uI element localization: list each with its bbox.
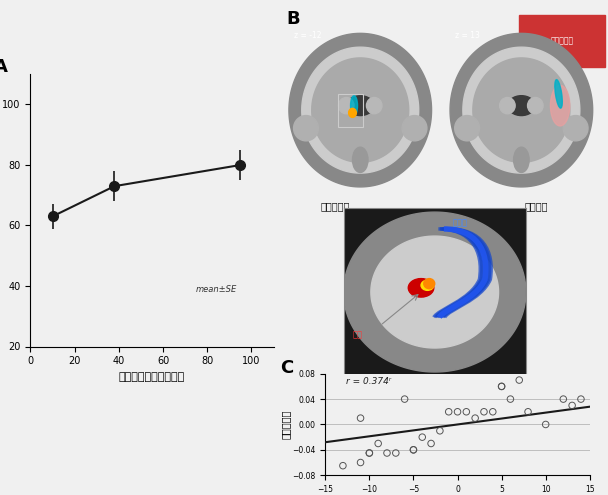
Text: r = 0.374ʳ: r = 0.374ʳ (347, 377, 392, 386)
Point (365, 449, 375, 457)
Point (452, 408, 462, 416)
Point (471, 414, 480, 422)
Text: z = -12: z = -12 (294, 31, 322, 40)
Ellipse shape (347, 96, 374, 115)
Point (417, 433, 427, 441)
Ellipse shape (555, 80, 562, 108)
Point (426, 440, 436, 447)
Point (373, 440, 383, 447)
FancyBboxPatch shape (519, 14, 605, 67)
Polygon shape (473, 58, 570, 162)
Polygon shape (463, 47, 580, 173)
Point (479, 408, 489, 416)
Y-axis label: 拡散異方性: 拡散異方性 (281, 410, 291, 439)
Text: 赤核: 赤核 (353, 330, 362, 339)
Point (356, 414, 365, 422)
Point (497, 383, 506, 391)
Ellipse shape (514, 147, 529, 172)
Point (382, 449, 392, 457)
Polygon shape (450, 33, 593, 187)
Text: C: C (280, 358, 294, 377)
Text: z = 13: z = 13 (455, 31, 480, 40)
Ellipse shape (351, 96, 358, 115)
Point (558, 395, 568, 403)
Point (567, 401, 577, 409)
Text: A: A (0, 58, 8, 76)
Point (497, 383, 506, 391)
Point (338, 462, 348, 470)
Point (391, 449, 401, 457)
Ellipse shape (528, 98, 543, 114)
Point (409, 446, 418, 454)
Point (435, 427, 444, 435)
Ellipse shape (550, 85, 570, 126)
Point (356, 458, 365, 466)
Text: mean±SE: mean±SE (196, 285, 237, 294)
Ellipse shape (294, 115, 319, 141)
Point (541, 421, 550, 429)
Point (514, 376, 524, 384)
Circle shape (348, 108, 356, 117)
Polygon shape (312, 58, 409, 162)
Text: 病変同側: 病変同側 (524, 201, 548, 211)
Ellipse shape (500, 98, 515, 114)
Ellipse shape (409, 279, 434, 297)
Polygon shape (289, 33, 432, 187)
Text: 病変反対側: 病変反対側 (321, 201, 350, 211)
Text: 集体路: 集体路 (453, 218, 468, 227)
Text: 脳棘屏部位: 脳棘屏部位 (550, 37, 573, 46)
Ellipse shape (339, 98, 354, 114)
Polygon shape (302, 47, 419, 173)
Ellipse shape (563, 115, 588, 141)
Ellipse shape (508, 96, 535, 115)
Ellipse shape (455, 115, 480, 141)
Point (399, 395, 409, 403)
Point (444, 408, 454, 416)
Point (523, 408, 533, 416)
Polygon shape (344, 212, 526, 372)
Circle shape (424, 279, 435, 289)
Text: B: B (286, 10, 300, 28)
Point (409, 446, 418, 454)
Point (505, 395, 515, 403)
Point (488, 408, 497, 416)
Ellipse shape (421, 280, 434, 291)
Ellipse shape (353, 147, 368, 172)
Point (576, 395, 586, 403)
Ellipse shape (367, 98, 382, 114)
X-axis label: 発症後経過時間（日）: 発症後経過時間（日） (119, 372, 185, 382)
Point (461, 408, 471, 416)
Polygon shape (371, 236, 499, 348)
Ellipse shape (402, 115, 427, 141)
Point (365, 449, 375, 457)
